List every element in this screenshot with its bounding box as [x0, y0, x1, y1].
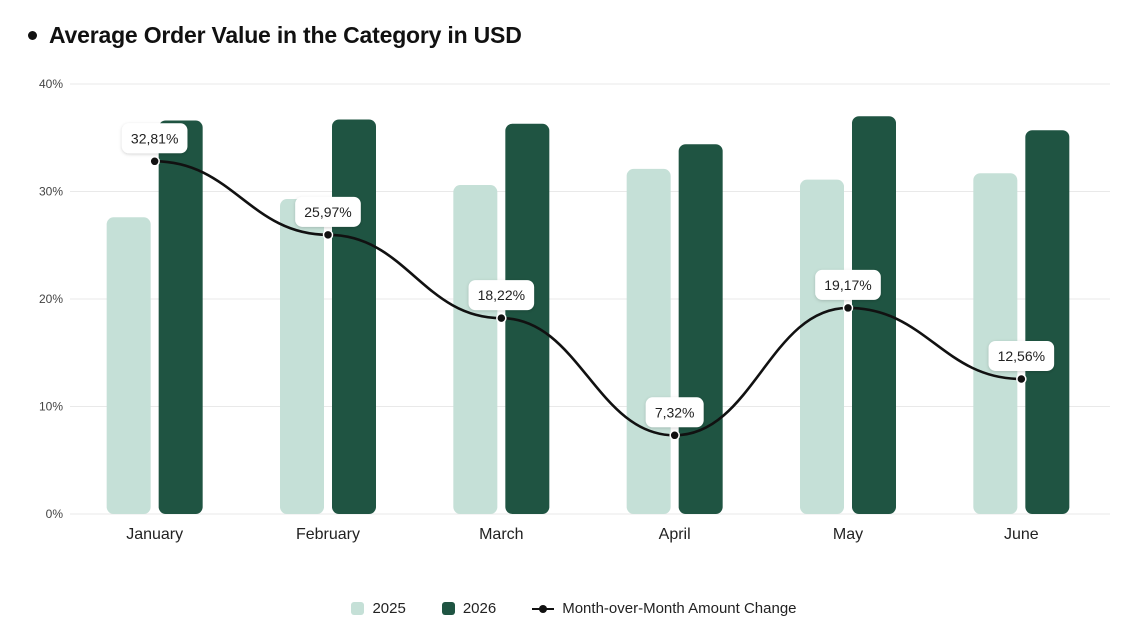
data-label: 32,81% — [131, 130, 178, 146]
bar-2025 — [453, 185, 498, 515]
x-tick-label: January — [126, 526, 183, 543]
bar-2025 — [106, 217, 151, 515]
legend-item-2026[interactable]: 2026 — [441, 600, 497, 617]
bar-2025 — [626, 168, 671, 515]
x-tick-label: March — [479, 526, 523, 543]
legend-label-mom-change: Month-over-Month Amount Change — [562, 600, 797, 617]
x-tick-label: February — [296, 526, 360, 543]
bar-2025 — [800, 179, 844, 515]
chart-title: Average Order Value in the Category in U… — [49, 22, 522, 48]
bar-2026 — [332, 119, 376, 514]
line-point — [669, 430, 680, 441]
line-point — [842, 302, 854, 314]
line-point — [322, 229, 334, 241]
legend-swatch-2025 — [351, 602, 365, 615]
line-point — [496, 312, 507, 324]
data-label: 7,32% — [655, 404, 695, 420]
legend: 2025 2026 Month-over-Month Amount Change — [0, 600, 1148, 617]
data-label-box — [468, 280, 535, 311]
data-label-box — [645, 397, 704, 428]
x-tick-label: June — [1004, 526, 1039, 543]
data-label: 25,97% — [304, 204, 351, 220]
y-tick-label: 30% — [39, 185, 63, 199]
line-mom-change — [154, 159, 1022, 437]
data-label: 18,22% — [478, 287, 525, 303]
legend-label-2026: 2026 — [462, 600, 497, 617]
data-label-box — [988, 340, 1055, 371]
bar-2026 — [1025, 130, 1070, 514]
bar-2025 — [280, 199, 324, 514]
data-label-box — [295, 196, 361, 227]
line-point — [1016, 373, 1027, 385]
legend-swatch-2026 — [441, 602, 455, 615]
title-row: Average Order Value in the Category in U… — [28, 22, 522, 49]
bar-2026 — [158, 120, 203, 515]
chart-area: 0% 10% 20% 30% 40% January February March April M… — [39, 77, 1110, 543]
y-tick-label: 20% — [39, 292, 63, 306]
y-tick-label: 40% — [39, 77, 63, 91]
legend-label-2025: 2025 — [372, 600, 406, 617]
y-tick-label: 10% — [39, 400, 63, 414]
data-label: 12,56% — [998, 348, 1045, 364]
legend-item-mom-change[interactable]: Month-over-Month Amount Change — [532, 600, 797, 617]
bar-2026 — [505, 123, 550, 515]
y-tick-label: 0% — [46, 507, 64, 521]
line-point — [149, 156, 160, 167]
x-tick-label: April — [659, 526, 691, 543]
bar-2026 — [678, 144, 723, 514]
title-bullet-icon — [28, 31, 37, 40]
legend-line-icon — [532, 604, 555, 614]
bar-2026 — [852, 116, 896, 514]
legend-item-2025[interactable]: 2025 — [351, 600, 406, 617]
data-label: 19,17% — [824, 277, 871, 293]
x-tick-label: May — [833, 526, 863, 543]
data-label-box — [815, 269, 881, 300]
data-label-box — [121, 123, 188, 154]
